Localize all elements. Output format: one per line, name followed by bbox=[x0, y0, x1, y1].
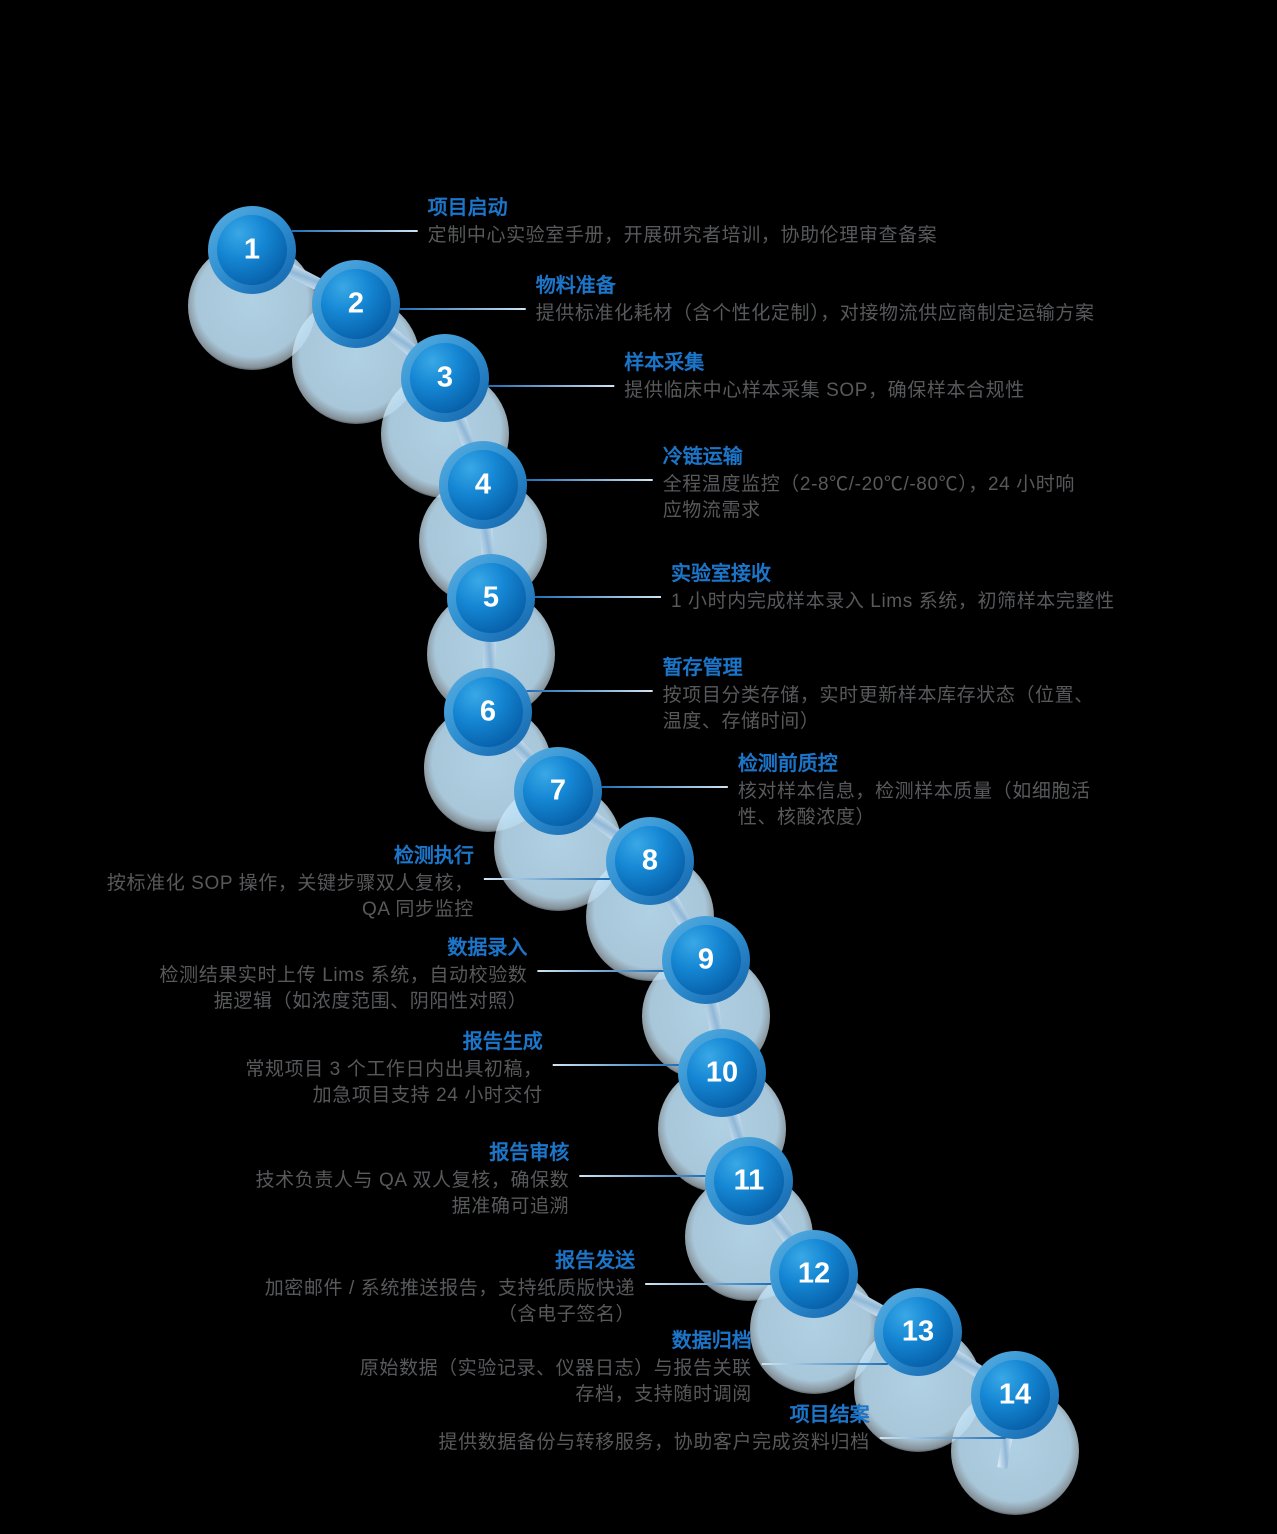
svg-text:性、核酸浓度）: 性、核酸浓度） bbox=[738, 806, 875, 828]
svg-text:7: 7 bbox=[550, 775, 566, 807]
svg-text:提供临床中心样本采集 SOP，确保样本合规性: 提供临床中心样本采集 SOP，确保样本合规性 bbox=[624, 379, 1025, 401]
svg-text:加密邮件 / 系统推送报告，支持纸质版快递: 加密邮件 / 系统推送报告，支持纸质版快递 bbox=[265, 1277, 635, 1299]
svg-text:技术负责人与 QA 双人复核，确保数: 技术负责人与 QA 双人复核，确保数 bbox=[256, 1169, 570, 1191]
svg-text:1: 1 bbox=[244, 234, 260, 266]
svg-text:提供数据备份与转移服务，协助客户完成资料归档: 提供数据备份与转移服务，协助客户完成资料归档 bbox=[438, 1431, 869, 1453]
svg-text:据准确可追溯: 据准确可追溯 bbox=[452, 1195, 570, 1217]
svg-text:温度、存储时间）: 温度、存储时间） bbox=[663, 710, 820, 732]
svg-text:物料准备: 物料准备 bbox=[536, 273, 617, 297]
svg-text:13: 13 bbox=[902, 1316, 934, 1348]
svg-text:按标准化 SOP 操作，关键步骤双人复核，: 按标准化 SOP 操作，关键步骤双人复核， bbox=[107, 872, 474, 894]
svg-text:12: 12 bbox=[798, 1258, 830, 1290]
svg-text:检测执行: 检测执行 bbox=[394, 843, 474, 867]
svg-text:样本采集: 样本采集 bbox=[624, 350, 705, 374]
svg-text:10: 10 bbox=[706, 1057, 738, 1089]
svg-text:3: 3 bbox=[437, 362, 453, 394]
svg-text:14: 14 bbox=[999, 1379, 1031, 1411]
svg-text:6: 6 bbox=[480, 696, 496, 728]
svg-text:核对样本信息，检测样本质量（如细胞活: 核对样本信息，检测样本质量（如细胞活 bbox=[738, 780, 1091, 802]
svg-text:应物流需求: 应物流需求 bbox=[663, 499, 761, 521]
svg-text:常规项目 3 个工作日内出具初稿，: 常规项目 3 个工作日内出具初稿， bbox=[245, 1058, 542, 1080]
svg-text:检测结果实时上传 Lims 系统，自动校验数: 检测结果实时上传 Lims 系统，自动校验数 bbox=[160, 964, 528, 986]
svg-text:报告生成: 报告生成 bbox=[463, 1029, 543, 1053]
svg-text:据逻辑（如浓度范围、阴阳性对照）: 据逻辑（如浓度范围、阴阳性对照） bbox=[214, 990, 528, 1012]
svg-text:报告发送: 报告发送 bbox=[555, 1248, 636, 1272]
svg-text:4: 4 bbox=[475, 469, 491, 501]
svg-text:数据归档: 数据归档 bbox=[672, 1328, 752, 1352]
svg-text:9: 9 bbox=[698, 944, 714, 976]
svg-text:11: 11 bbox=[734, 1165, 765, 1197]
svg-text:数据录入: 数据录入 bbox=[447, 935, 527, 959]
svg-text:8: 8 bbox=[642, 845, 658, 877]
svg-text:5: 5 bbox=[483, 582, 499, 614]
svg-text:QA 同步监控: QA 同步监控 bbox=[362, 898, 474, 920]
svg-text:项目启动: 项目启动 bbox=[428, 195, 508, 219]
svg-text:暂存管理: 暂存管理 bbox=[663, 655, 743, 679]
svg-text:2: 2 bbox=[348, 288, 364, 320]
svg-text:提供标准化耗材（含个性化定制），对接物流供应商制定运输方案: 提供标准化耗材（含个性化定制），对接物流供应商制定运输方案 bbox=[536, 302, 1095, 324]
svg-text:（含电子签名）: （含电子签名） bbox=[498, 1303, 635, 1325]
svg-text:项目结案: 项目结案 bbox=[790, 1402, 871, 1426]
svg-text:按项目分类存储，实时更新样本库存状态（位置、: 按项目分类存储，实时更新样本库存状态（位置、 bbox=[663, 684, 1094, 706]
svg-text:定制中心实验室手册，开展研究者培训，协助伦理审查备案: 定制中心实验室手册，开展研究者培训，协助伦理审查备案 bbox=[428, 224, 938, 246]
svg-text:报告审核: 报告审核 bbox=[489, 1140, 569, 1164]
svg-text:检测前质控: 检测前质控 bbox=[738, 751, 838, 775]
svg-text:加急项目支持 24 小时交付: 加急项目支持 24 小时交付 bbox=[313, 1084, 543, 1106]
svg-text:冷链运输: 冷链运输 bbox=[663, 444, 744, 468]
svg-text:存档，支持随时调阅: 存档，支持随时调阅 bbox=[575, 1383, 751, 1405]
svg-text:全程温度监控（2-8℃/-20℃/-80℃），24 小时响: 全程温度监控（2-8℃/-20℃/-80℃），24 小时响 bbox=[663, 473, 1075, 495]
svg-text:1 小时内完成样本录入 Lims 系统，初筛样本完整性: 1 小时内完成样本录入 Lims 系统，初筛样本完整性 bbox=[671, 590, 1115, 612]
svg-text:实验室接收: 实验室接收 bbox=[671, 561, 771, 585]
svg-text:原始数据（实验记录、仪器日志）与报告关联: 原始数据（实验记录、仪器日志）与报告关联 bbox=[360, 1357, 752, 1379]
